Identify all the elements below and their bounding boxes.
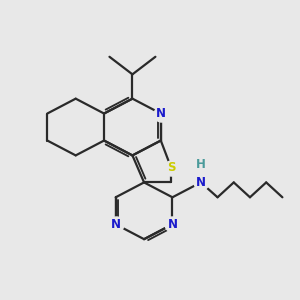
Text: N: N xyxy=(196,176,206,189)
Text: N: N xyxy=(111,218,121,231)
Text: S: S xyxy=(167,161,175,174)
Text: N: N xyxy=(167,218,177,231)
Text: H: H xyxy=(196,158,206,171)
Text: N: N xyxy=(156,107,166,120)
